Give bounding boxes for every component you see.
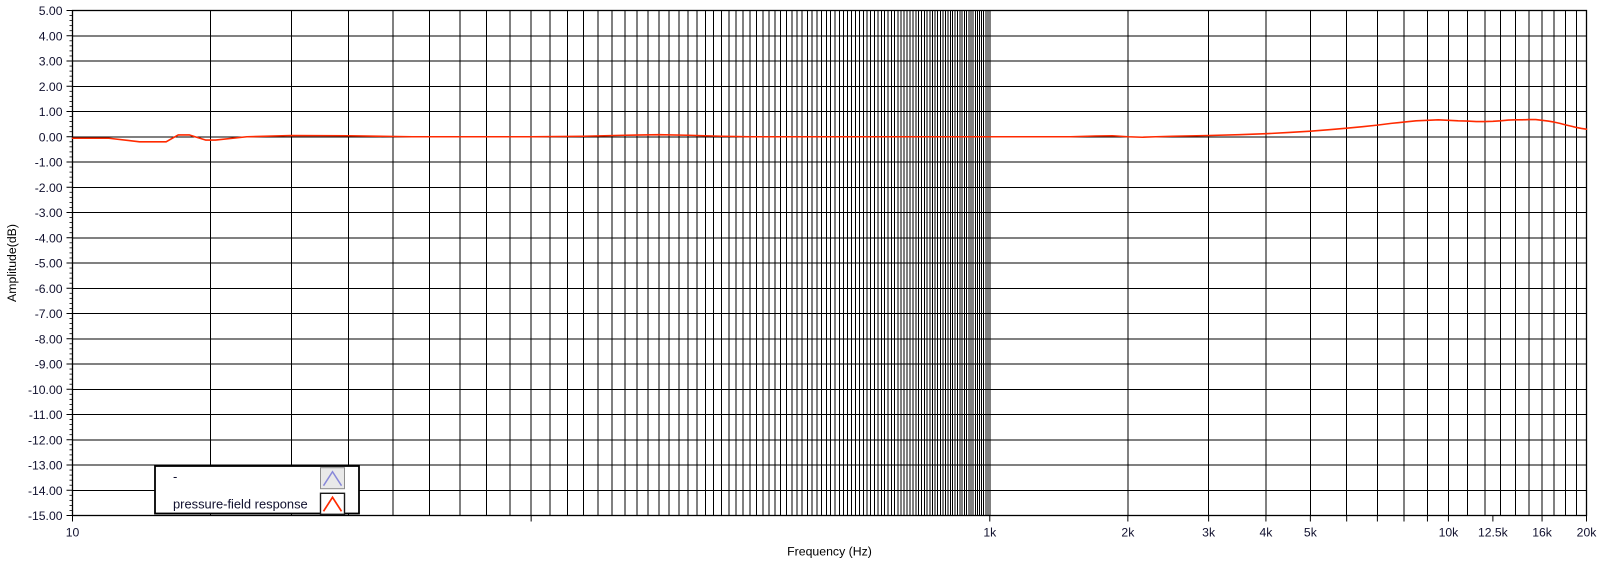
svg-text:-1.00: -1.00 (35, 156, 63, 170)
svg-text:-9.00: -9.00 (35, 358, 63, 372)
svg-text:-5.00: -5.00 (35, 257, 63, 271)
svg-text:pressure-field response: pressure-field response (173, 497, 308, 512)
svg-text:Amplitude(dB): Amplitude(dB) (5, 224, 19, 302)
svg-text:3.00: 3.00 (39, 55, 63, 69)
svg-text:10: 10 (66, 526, 80, 540)
svg-text:16k: 16k (1532, 526, 1553, 540)
svg-text:-4.00: -4.00 (35, 231, 63, 245)
svg-text:-6.00: -6.00 (35, 282, 63, 296)
svg-text:5.00: 5.00 (39, 4, 63, 18)
svg-text:Frequency (Hz): Frequency (Hz) (787, 545, 872, 559)
svg-text:-13.00: -13.00 (28, 459, 63, 473)
svg-text:-2.00: -2.00 (35, 181, 63, 195)
svg-text:0.00: 0.00 (39, 130, 63, 144)
svg-text:12.5k: 12.5k (1478, 526, 1509, 540)
svg-text:1.00: 1.00 (39, 105, 63, 119)
svg-text:-15.00: -15.00 (28, 509, 63, 523)
svg-text:-: - (173, 469, 177, 484)
svg-text:-3.00: -3.00 (35, 206, 63, 220)
svg-text:-12.00: -12.00 (28, 433, 63, 447)
svg-text:1k: 1k (983, 526, 997, 540)
svg-text:-7.00: -7.00 (35, 307, 63, 321)
svg-text:5k: 5k (1304, 526, 1318, 540)
svg-text:4k: 4k (1259, 526, 1273, 540)
svg-text:-14.00: -14.00 (28, 484, 63, 498)
svg-text:4.00: 4.00 (39, 29, 63, 43)
svg-text:20k: 20k (1577, 526, 1598, 540)
svg-text:2k: 2k (1121, 526, 1135, 540)
svg-text:-8.00: -8.00 (35, 332, 63, 346)
svg-text:-10.00: -10.00 (28, 383, 63, 397)
svg-text:2.00: 2.00 (39, 80, 63, 94)
svg-text:10k: 10k (1439, 526, 1460, 540)
svg-text:-11.00: -11.00 (29, 408, 63, 422)
svg-text:3k: 3k (1202, 526, 1216, 540)
